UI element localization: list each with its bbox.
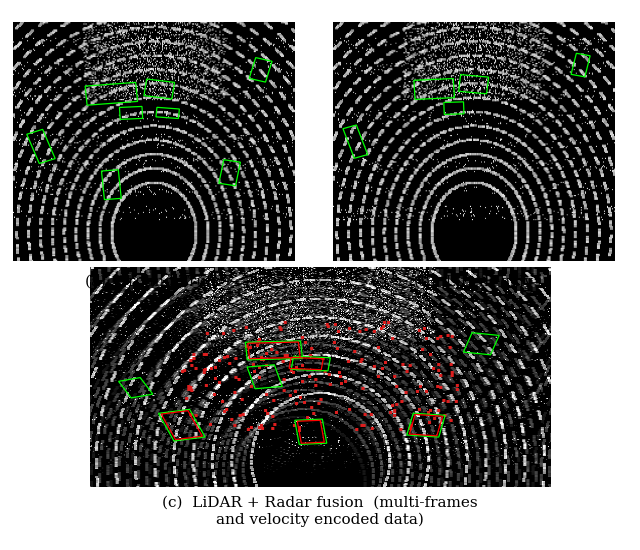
Bar [120, 107, 143, 119]
Bar [407, 413, 445, 437]
Bar [289, 358, 323, 370]
Bar [291, 356, 330, 371]
Bar [144, 79, 175, 99]
Bar [295, 419, 327, 444]
Bar [156, 107, 179, 118]
Bar [459, 75, 488, 94]
Bar [85, 82, 138, 105]
Bar [247, 365, 282, 389]
Text: (a)  Ground Truth: (a) Ground Truth [85, 275, 222, 289]
Bar [571, 53, 590, 77]
Bar [298, 420, 324, 443]
Bar [248, 342, 300, 359]
Bar [102, 170, 121, 200]
Bar [219, 160, 241, 186]
Bar [161, 411, 202, 439]
Bar [410, 415, 442, 436]
Bar [414, 79, 454, 100]
Bar [118, 378, 153, 398]
Text: (c)  LiDAR + Radar fusion  (multi-frames
and velocity encoded data): (c) LiDAR + Radar fusion (multi-frames a… [162, 496, 478, 527]
Bar [343, 125, 367, 158]
Bar [463, 333, 499, 355]
Bar [159, 409, 205, 441]
Bar [27, 129, 55, 163]
Text: (b)  LiDAR-only: (b) LiDAR-only [414, 275, 533, 289]
Bar [444, 102, 464, 114]
Bar [245, 341, 303, 360]
Bar [249, 58, 272, 82]
